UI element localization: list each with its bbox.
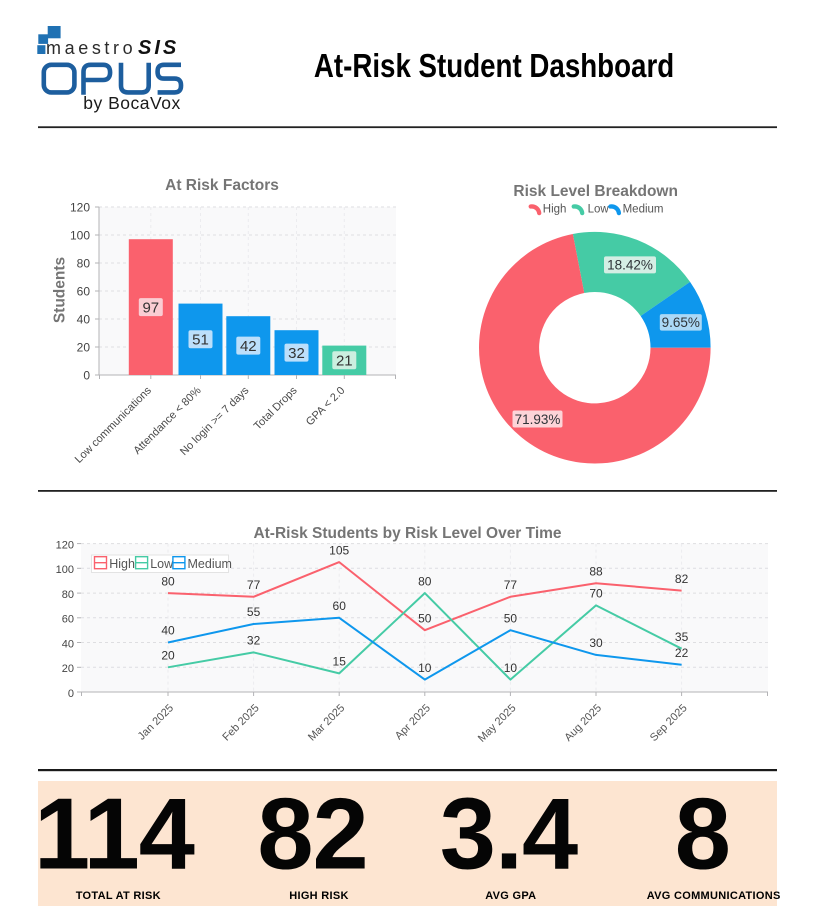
svg-text:60: 60 bbox=[77, 285, 91, 299]
svg-text:40: 40 bbox=[77, 313, 91, 327]
svg-text:20: 20 bbox=[62, 663, 74, 675]
svg-text:High: High bbox=[109, 557, 135, 571]
svg-text:GPA < 2.0: GPA < 2.0 bbox=[304, 385, 348, 429]
svg-text:maestro: maestro bbox=[46, 38, 136, 58]
svg-text:15: 15 bbox=[333, 655, 347, 669]
svg-text:50: 50 bbox=[504, 611, 518, 625]
svg-text:80: 80 bbox=[161, 574, 175, 588]
svg-text:Mar 2025: Mar 2025 bbox=[306, 702, 347, 743]
svg-text:88: 88 bbox=[589, 564, 603, 578]
svg-text:Medium: Medium bbox=[188, 557, 232, 571]
svg-text:0: 0 bbox=[83, 369, 90, 383]
svg-text:Sep 2025: Sep 2025 bbox=[648, 702, 690, 744]
svg-text:HIGH RISK: HIGH RISK bbox=[289, 890, 349, 902]
svg-text:30: 30 bbox=[589, 636, 603, 650]
svg-text:Apr 2025: Apr 2025 bbox=[393, 702, 433, 742]
svg-text:32: 32 bbox=[247, 634, 261, 648]
svg-text:AVG COMMUNICATIONS: AVG COMMUNICATIONS bbox=[647, 890, 781, 902]
svg-text:120: 120 bbox=[56, 539, 74, 551]
svg-text:AVG GPA: AVG GPA bbox=[485, 890, 536, 902]
svg-text:TOTAL AT RISK: TOTAL AT RISK bbox=[76, 890, 161, 902]
svg-text:40: 40 bbox=[161, 624, 175, 638]
svg-text:77: 77 bbox=[504, 578, 518, 592]
svg-text:35: 35 bbox=[675, 630, 689, 644]
svg-text:71.93%: 71.93% bbox=[515, 412, 561, 427]
svg-text:Students: Students bbox=[52, 257, 69, 323]
svg-text:60: 60 bbox=[62, 614, 74, 626]
svg-text:Jan 2025: Jan 2025 bbox=[136, 702, 176, 742]
svg-text:SIS: SIS bbox=[138, 37, 179, 59]
svg-text:100: 100 bbox=[56, 564, 74, 576]
svg-text:21: 21 bbox=[336, 353, 353, 370]
svg-text:Medium: Medium bbox=[623, 203, 664, 215]
svg-text:120: 120 bbox=[70, 201, 90, 215]
svg-text:9.65%: 9.65% bbox=[662, 315, 700, 330]
svg-text:Aug 2025: Aug 2025 bbox=[562, 702, 604, 744]
svg-text:114: 114 bbox=[34, 779, 195, 891]
svg-text:Low: Low bbox=[150, 557, 174, 571]
svg-text:80: 80 bbox=[62, 589, 74, 601]
svg-text:60: 60 bbox=[333, 599, 347, 613]
svg-text:Total Drops: Total Drops bbox=[252, 384, 300, 432]
svg-text:77: 77 bbox=[247, 578, 261, 592]
svg-text:Feb 2025: Feb 2025 bbox=[220, 702, 261, 743]
svg-text:50: 50 bbox=[418, 611, 432, 625]
svg-text:Low: Low bbox=[588, 203, 610, 215]
svg-text:82: 82 bbox=[257, 779, 367, 891]
svg-text:At Risk Factors: At Risk Factors bbox=[165, 177, 279, 194]
svg-text:70: 70 bbox=[589, 587, 603, 601]
svg-text:100: 100 bbox=[70, 229, 90, 243]
svg-text:22: 22 bbox=[675, 646, 689, 660]
svg-text:8: 8 bbox=[675, 779, 730, 891]
svg-text:May 2025: May 2025 bbox=[476, 702, 519, 745]
svg-text:32: 32 bbox=[288, 345, 305, 362]
svg-text:55: 55 bbox=[247, 605, 261, 619]
svg-text:82: 82 bbox=[675, 572, 689, 586]
svg-text:by BocaVox: by BocaVox bbox=[83, 93, 180, 113]
svg-text:97: 97 bbox=[142, 299, 159, 316]
svg-text:At-Risk Students by Risk Level: At-Risk Students by Risk Level Over Time bbox=[253, 525, 561, 542]
svg-text:42: 42 bbox=[240, 338, 257, 355]
svg-text:10: 10 bbox=[504, 661, 518, 675]
svg-text:80: 80 bbox=[418, 574, 432, 588]
svg-text:80: 80 bbox=[77, 257, 91, 271]
svg-text:20: 20 bbox=[77, 341, 91, 355]
svg-text:51: 51 bbox=[192, 332, 209, 349]
svg-text:3.4: 3.4 bbox=[440, 779, 578, 891]
svg-text:10: 10 bbox=[418, 661, 432, 675]
svg-text:40: 40 bbox=[62, 638, 74, 650]
svg-text:0: 0 bbox=[68, 688, 74, 700]
svg-text:At-Risk Student Dashboard: At-Risk Student Dashboard bbox=[314, 48, 674, 85]
svg-text:18.42%: 18.42% bbox=[607, 258, 653, 273]
svg-text:High: High bbox=[543, 203, 567, 215]
svg-text:20: 20 bbox=[161, 649, 175, 663]
svg-text:Risk Level Breakdown: Risk Level Breakdown bbox=[513, 183, 678, 200]
svg-text:105: 105 bbox=[329, 543, 349, 557]
